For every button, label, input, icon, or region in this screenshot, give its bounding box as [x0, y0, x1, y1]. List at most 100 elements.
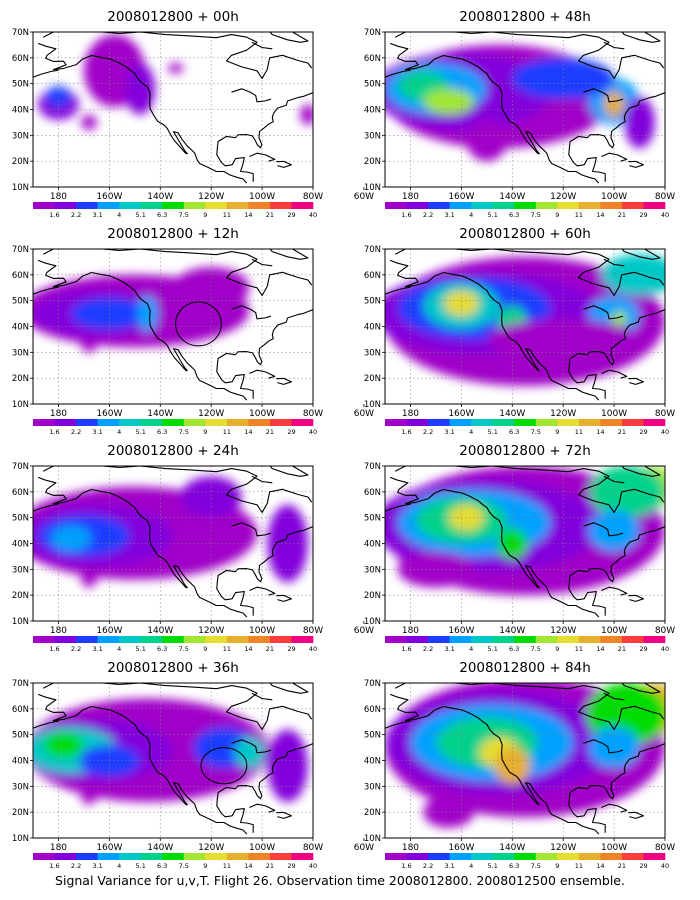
lat-tick-label: 10N	[12, 400, 29, 410]
colorbar-swatch	[535, 636, 558, 643]
colorbar-label: 5.1	[488, 862, 498, 870]
colorbar-swatch	[97, 202, 120, 209]
colorbar-swatch	[535, 419, 558, 426]
colorbar-swatch	[183, 202, 206, 209]
colorbar-label: 29	[287, 211, 295, 219]
lon-tick-label: 140W	[147, 843, 173, 853]
colorbar-swatch	[428, 853, 450, 860]
colorbar-swatch	[205, 202, 228, 209]
lon-tick-label: 60W	[354, 192, 374, 202]
colorbar-swatch	[406, 419, 429, 426]
variance-blob	[81, 336, 97, 353]
colorbar-swatch	[54, 419, 77, 426]
colorbar-swatch	[162, 853, 185, 860]
lat-tick-label: 30N	[364, 131, 381, 141]
lat-tick-label: 50N	[12, 731, 29, 741]
colorbar-swatch	[33, 636, 55, 643]
panel-title: 2008012800 + 60h	[459, 226, 591, 242]
colorbar-swatch	[385, 202, 407, 209]
colorbar-label: 6.3	[509, 645, 519, 653]
colorbar-swatch	[385, 636, 407, 643]
colorbar-swatch	[514, 636, 537, 643]
colorbar-swatch	[492, 853, 515, 860]
lon-tick-label: 100W	[601, 843, 627, 853]
colorbar-swatch	[226, 202, 249, 209]
lon-tick-label: 140W	[499, 409, 525, 419]
coastlines	[385, 249, 665, 401]
colorbar-label: 1.6	[401, 645, 411, 653]
colorbar: 1.6 2.2 3.1 4 5.1 6.3 7.5 9 11 14 21 29 40	[385, 853, 669, 870]
colorbar-swatch	[162, 419, 185, 426]
lat-tick-label: 70N	[12, 28, 29, 38]
colorbar-swatch	[428, 419, 450, 426]
colorbar-swatch	[643, 853, 666, 860]
colorbar-swatch	[119, 636, 141, 643]
colorbar-label: 21	[266, 862, 274, 870]
colorbar-swatch	[183, 636, 206, 643]
lat-tick-label: 40N	[364, 106, 381, 116]
colorbar-swatch	[492, 636, 515, 643]
colorbar-swatch	[643, 202, 666, 209]
colorbar-swatch	[449, 419, 472, 426]
colorbar-swatch	[291, 419, 314, 426]
colorbar-swatch	[54, 853, 77, 860]
variance-blob	[178, 311, 204, 327]
map-panel: 2008012800 + 72h 10N 20N 30N 40N 50N 60N 70N 180…	[364, 443, 675, 653]
lon-tick-label: 180	[50, 843, 67, 853]
colorbar-swatch	[205, 853, 228, 860]
colorbar-swatch	[557, 202, 580, 209]
colorbar-label: 3.1	[444, 428, 454, 436]
map-panel: 2008012800 + 60h 10N 20N 30N 40N 50N 60N 70N 180…	[364, 226, 675, 436]
lon-tick-label: 60W	[354, 843, 374, 853]
lat-tick-label: 10N	[12, 617, 29, 627]
lat-tick-label: 70N	[12, 462, 29, 472]
colorbar-label: 1.6	[49, 862, 59, 870]
colorbar-swatch	[140, 636, 163, 643]
lon-tick-label: 100W	[601, 409, 627, 419]
gridlines	[33, 683, 313, 838]
lat-tick-label: 40N	[364, 540, 381, 550]
colorbar-label: 11	[223, 645, 231, 653]
colorbar-swatch	[514, 202, 537, 209]
colorbar-swatch	[119, 202, 141, 209]
colorbar-label: 40	[309, 211, 317, 219]
lon-tick-label: 140W	[499, 626, 525, 636]
lon-tick-label: 160W	[448, 192, 474, 202]
lon-tick-label: 120W	[198, 843, 224, 853]
colorbar-label: 1.6	[49, 428, 59, 436]
lat-tick-label: 50N	[12, 514, 29, 524]
colorbar-swatch	[162, 202, 185, 209]
lat-tick-label: 50N	[364, 80, 381, 90]
field-shading	[385, 32, 665, 187]
lon-tick-label: 140W	[147, 192, 173, 202]
colorbar-label: 21	[618, 862, 626, 870]
lon-tick-label: 60W	[354, 409, 374, 419]
colorbar-label: 2.2	[71, 211, 81, 219]
field-shading	[33, 466, 313, 621]
colorbar-swatch	[97, 853, 120, 860]
lat-tick-label: 70N	[12, 245, 29, 255]
map-panel: 2008012800 + 00h 10N 20N 30N 40N 50N 60N 70N 180…	[12, 9, 374, 219]
colorbar-swatch	[449, 853, 472, 860]
colorbar-label: 3.1	[444, 645, 454, 653]
variance-blob	[494, 747, 531, 784]
lat-tick-label: 50N	[364, 731, 381, 741]
colorbar-swatch	[643, 636, 666, 643]
coastlines	[33, 249, 313, 401]
colorbar-swatch	[449, 636, 472, 643]
lon-tick-label: 160W	[448, 626, 474, 636]
colorbar-swatch	[621, 419, 644, 426]
colorbar-label: 21	[618, 645, 626, 653]
colorbar-swatch	[492, 202, 515, 209]
colorbar-swatch	[33, 853, 55, 860]
colorbar-label: 40	[309, 428, 317, 436]
colorbar-label: 5.1	[488, 428, 498, 436]
variance-blob	[624, 96, 655, 149]
panel-title: 2008012800 + 84h	[459, 660, 591, 676]
colorbar-swatch	[557, 636, 580, 643]
colorbar-swatch	[557, 853, 580, 860]
field-shading	[385, 249, 665, 404]
colorbar-label: 40	[309, 862, 317, 870]
colorbar-swatch	[291, 853, 314, 860]
lat-tick-label: 60N	[12, 488, 29, 498]
